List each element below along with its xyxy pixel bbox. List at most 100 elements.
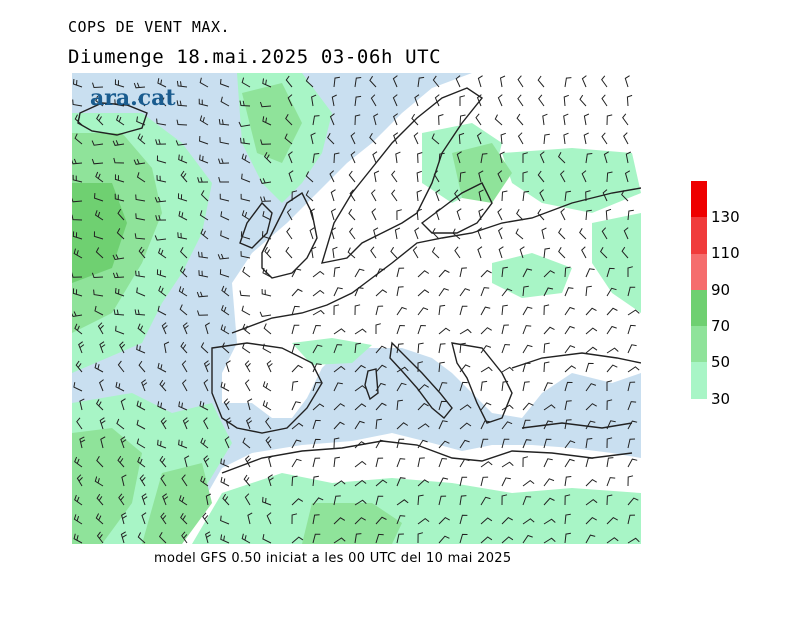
wind-barb <box>522 496 532 506</box>
wind-barb <box>537 75 545 88</box>
wind-barb <box>266 512 272 525</box>
wind-barb <box>220 458 230 468</box>
wind-barb <box>220 476 230 487</box>
wind-barb <box>606 267 615 278</box>
wind-barb <box>264 246 272 259</box>
wind-barb <box>375 457 384 468</box>
wind-barb <box>627 324 636 335</box>
wind-barb <box>180 170 188 183</box>
wind-barb <box>72 174 83 183</box>
wind-barb <box>417 423 430 430</box>
wind-barb <box>564 345 576 354</box>
wind-barb <box>95 399 104 411</box>
wind-barb <box>91 140 104 146</box>
wind-barb <box>606 364 618 373</box>
wind-barb <box>163 341 170 354</box>
wind-barb <box>543 304 550 316</box>
wind-barb <box>239 290 251 297</box>
wind-barb <box>181 531 188 544</box>
wind-barb <box>262 496 272 506</box>
wind-barb <box>375 268 385 278</box>
wind-barb <box>627 475 634 487</box>
wind-barb <box>459 342 466 354</box>
wind-barb <box>564 365 577 373</box>
wind-barb <box>312 403 325 411</box>
wind-barb <box>522 362 531 373</box>
wind-barb <box>309 208 315 221</box>
wind-barb <box>558 227 566 240</box>
wind-barb <box>117 360 125 373</box>
wind-barb <box>522 439 532 449</box>
wind-barb <box>160 512 167 525</box>
wind-barb <box>259 101 272 108</box>
wind-barb <box>247 398 253 411</box>
wind-barb <box>259 178 272 184</box>
wind-barb <box>563 94 569 107</box>
wind-barb <box>459 171 466 183</box>
wind-barb <box>354 268 365 278</box>
wind-barb <box>261 231 272 240</box>
wind-barb <box>543 270 555 278</box>
wind-barb <box>606 437 613 449</box>
wind-barb <box>333 152 340 164</box>
wind-barb <box>72 158 83 165</box>
wind-barb <box>184 455 190 468</box>
wind-barb <box>175 140 188 146</box>
wind-barb <box>181 474 188 487</box>
wind-barb <box>417 152 423 164</box>
wind-barb <box>396 209 402 221</box>
wind-barb <box>558 247 566 259</box>
wind-barb <box>501 343 511 354</box>
wind-barb <box>244 455 252 468</box>
wind-barb <box>176 119 188 126</box>
wind-barb <box>375 305 384 316</box>
wind-barb <box>522 518 535 525</box>
wind-barb <box>417 76 425 88</box>
wind-barb <box>627 286 636 297</box>
wind-barb <box>348 227 356 240</box>
wind-barb <box>141 493 148 506</box>
wind-barb <box>199 400 209 411</box>
wind-barb <box>438 420 448 430</box>
wind-barb <box>291 380 299 392</box>
wind-barb <box>262 343 272 354</box>
wind-barb <box>627 381 636 392</box>
wind-barb <box>541 227 547 240</box>
wind-barb <box>114 287 125 297</box>
wind-barb <box>585 498 598 506</box>
wind-barb <box>585 209 592 221</box>
wind-barb <box>176 100 188 107</box>
wind-barb <box>72 99 83 107</box>
wind-barb <box>627 537 640 544</box>
wind-barb <box>240 137 251 145</box>
wind-barb <box>627 401 637 411</box>
wind-barb <box>119 341 126 354</box>
wind-barb <box>454 189 461 202</box>
wind-barb <box>181 379 188 392</box>
wind-barb <box>312 457 321 468</box>
legend-swatch-110-130 <box>691 217 707 254</box>
wind-barb <box>417 532 424 544</box>
wind-barb <box>333 365 346 373</box>
wind-barb <box>203 417 209 430</box>
wind-barb <box>220 534 230 544</box>
wind-barb <box>438 269 450 278</box>
wind-barb <box>522 306 533 316</box>
wind-barb <box>138 246 146 259</box>
wind-barb <box>581 170 587 183</box>
wind-barb <box>432 75 440 88</box>
wind-barb <box>331 94 337 107</box>
wind-barb <box>370 246 377 259</box>
wind-barb <box>94 476 104 487</box>
wind-barb <box>599 247 608 259</box>
wind-barb <box>480 269 492 278</box>
wind-barb <box>396 499 409 506</box>
wind-barb <box>516 113 524 126</box>
wind-barb <box>113 157 125 164</box>
wind-barb <box>330 208 337 221</box>
wind-barb <box>73 382 83 392</box>
wind-barb <box>537 170 545 183</box>
wind-barb <box>136 116 146 126</box>
wind-barb <box>459 95 466 106</box>
wind-barb <box>459 439 470 449</box>
